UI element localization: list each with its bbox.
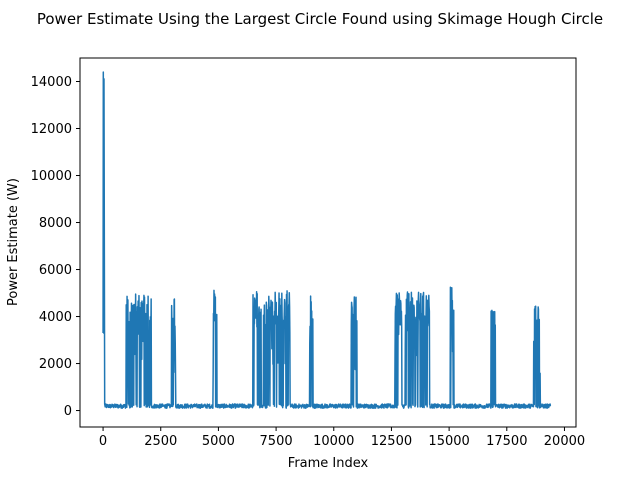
y-tick-label: 4000 (39, 310, 72, 325)
x-axis-label: Frame Index (288, 456, 369, 471)
y-tick-label: 12000 (31, 122, 72, 137)
y-tick-label: 14000 (31, 75, 72, 90)
y-axis-label: Power Estimate (W) (6, 178, 21, 306)
series-layer (102, 71, 552, 409)
y-tick-label: 10000 (31, 169, 72, 184)
x-tick-label: 2500 (144, 434, 177, 449)
x-tick-label: 17500 (486, 434, 527, 449)
y-tick-label: 2000 (39, 357, 72, 372)
y-tick-label: 6000 (39, 263, 72, 278)
x-tick-label: 7500 (260, 434, 293, 449)
chart-title: Power Estimate Using the Largest Circle … (37, 10, 603, 28)
x-tick-label: 12500 (371, 434, 412, 449)
plot-area (79, 57, 577, 428)
axes-frame (79, 57, 577, 428)
x-tick-label: 5000 (202, 434, 235, 449)
x-tick-label: 20000 (544, 434, 585, 449)
x-axis: 0 2500 5000 7500 10000 12500 15000 17500 20000 (99, 427, 585, 449)
y-axis: 0 2000 4000 6000 8000 10000 12000 14000 (31, 75, 80, 419)
y-tick-label: 8000 (39, 216, 72, 231)
x-tick-label: 15000 (428, 434, 469, 449)
x-tick-label: 0 (99, 434, 107, 449)
x-tick-label: 10000 (313, 434, 354, 449)
series-line-power-estimate (102, 71, 552, 409)
y-tick-label: 0 (64, 404, 72, 419)
